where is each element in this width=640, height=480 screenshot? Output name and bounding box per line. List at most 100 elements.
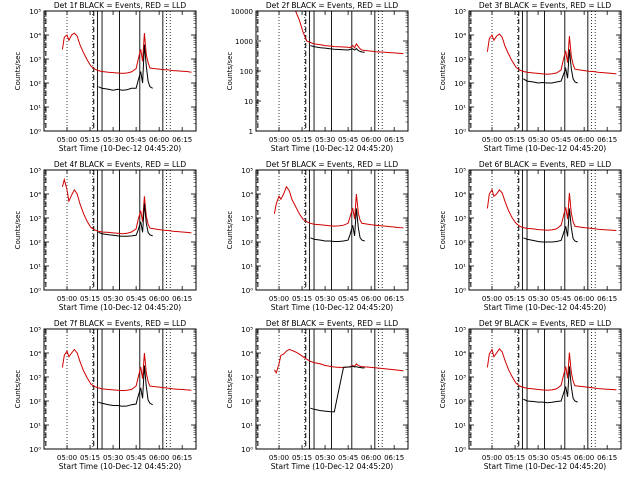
- lld-series-line: [273, 348, 404, 374]
- plot-frame: [43, 328, 197, 450]
- y-tick-label: 10¹: [241, 422, 253, 430]
- y-tick-label: 10⁵: [454, 8, 466, 16]
- x-tick-label: 06:15: [597, 136, 617, 144]
- x-axis-label: Start Time (10-Dec-12 04:45:20): [484, 144, 606, 153]
- y-tick-label: 10³: [241, 374, 253, 382]
- x-tick-label: 05:30: [315, 136, 335, 144]
- plot-frame: [43, 10, 197, 132]
- x-axis-label: Start Time (10-Dec-12 04:45:20): [59, 144, 181, 153]
- x-tick-label: 06:15: [384, 295, 404, 303]
- y-tick-label: 10¹: [29, 263, 41, 271]
- y-tick-label: 10⁰: [29, 446, 41, 454]
- lld-series-line: [274, 11, 404, 55]
- marker-lines: [45, 170, 171, 290]
- x-tick-label: 06:00: [149, 454, 169, 462]
- y-tick-label: 10⁵: [29, 326, 41, 334]
- x-tick-label: 05:00: [482, 454, 502, 462]
- y-tick-label: 100: [240, 68, 253, 76]
- y-tick-label: 10⁰: [454, 287, 466, 295]
- y-tick-label: 10³: [29, 56, 41, 64]
- y-tick-label: 10: [244, 98, 253, 106]
- x-tick-label: 05:15: [505, 454, 525, 462]
- y-tick-label: 10¹: [454, 263, 466, 271]
- lld-series-line: [61, 32, 192, 74]
- y-tick-label: 10⁰: [29, 287, 41, 295]
- chart-title: Det 5f BLACK = Events, RED = LLD: [266, 160, 399, 169]
- x-tick-label: 05:15: [505, 295, 525, 303]
- x-tick-label: 05:30: [315, 295, 335, 303]
- y-tick-label: 10⁵: [454, 326, 466, 334]
- x-tick-label: 05:00: [269, 136, 289, 144]
- x-tick-label: 05:45: [551, 295, 571, 303]
- marker-lines: [470, 11, 596, 131]
- x-tick-label: 05:30: [103, 454, 123, 462]
- y-tick-label: 10⁰: [454, 128, 466, 136]
- events-series-line: [310, 365, 365, 413]
- y-tick-label: 10⁵: [241, 326, 253, 334]
- y-tick-label: 10²: [241, 398, 253, 406]
- marker-lines: [470, 329, 596, 449]
- x-tick-label: 05:30: [103, 295, 123, 303]
- x-tick-label: 06:00: [361, 136, 381, 144]
- chart-panel-3: 05:00 05:15 05:30 05:45 06:00 06:15 10⁰ 10¹ 10² 1…: [439, 1, 622, 153]
- marker-lines: [257, 329, 383, 449]
- y-axis-label: Counts/sec: [439, 211, 447, 250]
- x-axis-label: Start Time (10-Dec-12 04:45:20): [59, 303, 181, 312]
- x-tick-label: 06:15: [172, 295, 192, 303]
- y-tick-label: 10⁴: [29, 191, 41, 199]
- y-tick-label: 10⁴: [241, 191, 253, 199]
- y-axis-label: Counts/sec: [14, 211, 22, 250]
- chart-panel-6: 05:00 05:15 05:30 05:45 06:00 06:15 10⁰ 10¹ 10² 1…: [439, 160, 622, 312]
- y-tick-label: 10¹: [241, 263, 253, 271]
- x-tick-label: 05:00: [269, 454, 289, 462]
- x-tick-label: 05:45: [551, 136, 571, 144]
- chart-panel-1: 05:00 05:15 05:30 05:45 06:00 06:15 10⁰ 10¹ 10² 1…: [14, 1, 197, 153]
- x-tick-label: 05:30: [528, 136, 548, 144]
- x-tick-label: 05:15: [505, 136, 525, 144]
- lld-series-line: [486, 188, 617, 231]
- marker-lines: [257, 11, 383, 131]
- y-tick-label: 10²: [29, 398, 41, 406]
- x-tick-label: 05:15: [80, 136, 100, 144]
- y-axis-label: Counts/sec: [14, 370, 22, 409]
- lld-series-line: [61, 348, 192, 392]
- x-axis-label: Start Time (10-Dec-12 04:45:20): [484, 462, 606, 471]
- marker-lines: [45, 11, 171, 131]
- x-axis-label: Start Time (10-Dec-12 04:45:20): [59, 462, 181, 471]
- y-tick-label: 10¹: [29, 422, 41, 430]
- x-tick-label: 06:00: [149, 295, 169, 303]
- y-tick-label: 10⁴: [241, 350, 253, 358]
- chart-panel-9: 05:00 05:15 05:30 05:45 06:00 06:15 10⁰ 10¹ 10² 1…: [439, 319, 622, 471]
- y-tick-label: 10⁴: [454, 191, 466, 199]
- chart-panel-5: 05:00 05:15 05:30 05:45 06:00 06:15 10⁰ 10¹ 10² 1…: [226, 160, 409, 312]
- marker-lines: [257, 170, 383, 290]
- y-tick-label: 10⁵: [241, 167, 253, 175]
- events-series-line: [98, 203, 153, 237]
- y-tick-label: 10²: [29, 239, 41, 247]
- chart-panel-7: 05:00 05:15 05:30 05:45 06:00 06:15 10⁰ 10¹ 10² 1…: [14, 319, 197, 471]
- x-tick-label: 05:00: [482, 295, 502, 303]
- y-tick-label: 10000: [231, 8, 253, 16]
- x-tick-label: 06:15: [172, 136, 192, 144]
- chart-title: Det 4f BLACK = Events, RED = LLD: [54, 160, 187, 169]
- chart-title: Det 6f BLACK = Events, RED = LLD: [479, 160, 612, 169]
- chart-panel-2: 05:00 05:15 05:30 05:45 06:00 06:15 1 10 100 1000…: [226, 1, 409, 153]
- y-tick-label: 1: [249, 128, 253, 136]
- x-tick-label: 06:15: [172, 454, 192, 462]
- plot-frame: [468, 328, 622, 450]
- y-tick-label: 10⁴: [29, 350, 41, 358]
- x-tick-label: 05:15: [80, 295, 100, 303]
- y-tick-label: 10²: [454, 80, 466, 88]
- x-tick-label: 05:15: [292, 295, 312, 303]
- y-tick-label: 10⁴: [454, 350, 466, 358]
- y-tick-label: 10⁵: [454, 167, 466, 175]
- x-tick-label: 05:45: [126, 136, 146, 144]
- y-tick-label: 10²: [241, 239, 253, 247]
- y-axis-label: Counts/sec: [226, 52, 234, 91]
- lld-series-line: [486, 347, 617, 391]
- y-tick-label: 10⁰: [241, 446, 253, 454]
- x-tick-label: 05:45: [338, 454, 358, 462]
- y-tick-label: 10⁴: [29, 32, 41, 40]
- events-series-line: [523, 49, 578, 84]
- events-series-line: [98, 44, 153, 91]
